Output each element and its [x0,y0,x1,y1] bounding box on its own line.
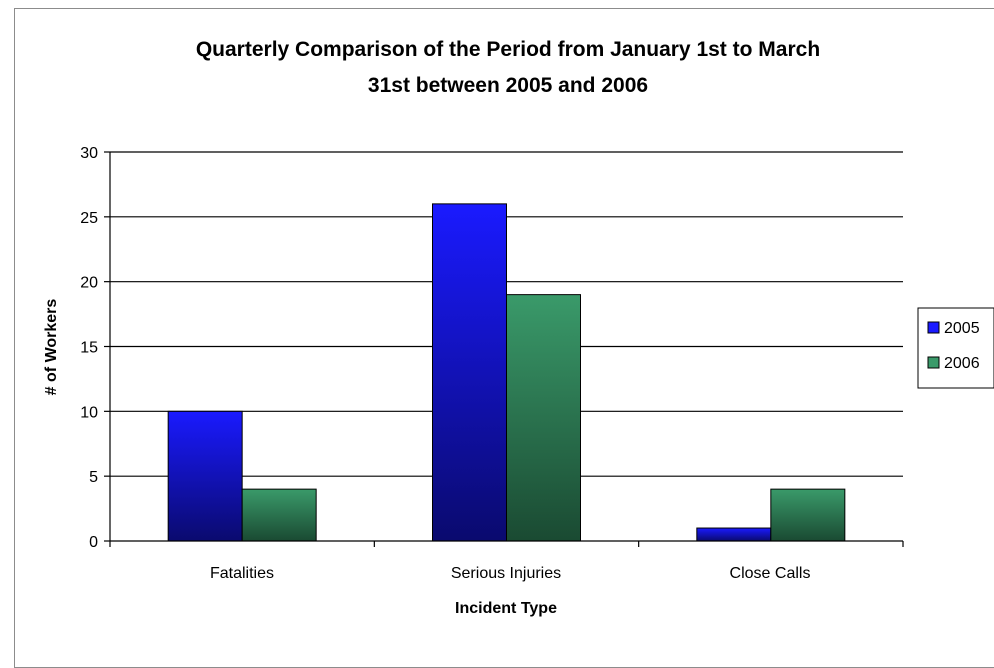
legend-swatch-2005 [927,321,940,334]
bar-close-calls-2005 [696,527,772,542]
y-tick-label-0: 0 [89,534,98,551]
x-tick-label-serious-injuries: Serious Injuries [451,565,561,582]
bars [167,203,846,542]
legend-label-2005: 2005 [944,320,980,337]
y-tick-labels: 0 5 10 15 20 25 30 [80,145,98,551]
chart-title-line-2: 31st between 2005 and 2006 [368,74,648,97]
x-axis-title: Incident Type [455,600,557,617]
y-tick-label-5: 5 [89,469,98,486]
x-tick-label-close-calls: Close Calls [730,565,811,582]
bar-serious-injuries-2005 [432,203,507,542]
y-tick-label-20: 20 [80,275,98,292]
y-tick-label-10: 10 [80,404,98,421]
axes [104,151,904,547]
bar-serious-injuries-2006 [506,294,581,542]
y-tick-label-25: 25 [80,210,98,227]
legend-box [917,307,994,389]
bar-chart: Quarterly Comparison of the Period from … [43,38,994,617]
y-tick-label-30: 30 [80,145,98,162]
chart-title-line-1: Quarterly Comparison of the Period from … [196,38,820,61]
legend-swatch-2006 [927,356,940,369]
y-tick-label-15: 15 [80,340,98,357]
y-axis-title: # of Workers [43,299,60,396]
x-tick-label-fatalities: Fatalities [210,565,274,582]
legend: 2005 2006 [917,307,994,389]
bar-fatalities-2006 [241,488,317,542]
legend-label-2006: 2006 [944,355,980,372]
bar-close-calls-2006 [770,488,846,542]
bar-fatalities-2005 [167,410,243,542]
